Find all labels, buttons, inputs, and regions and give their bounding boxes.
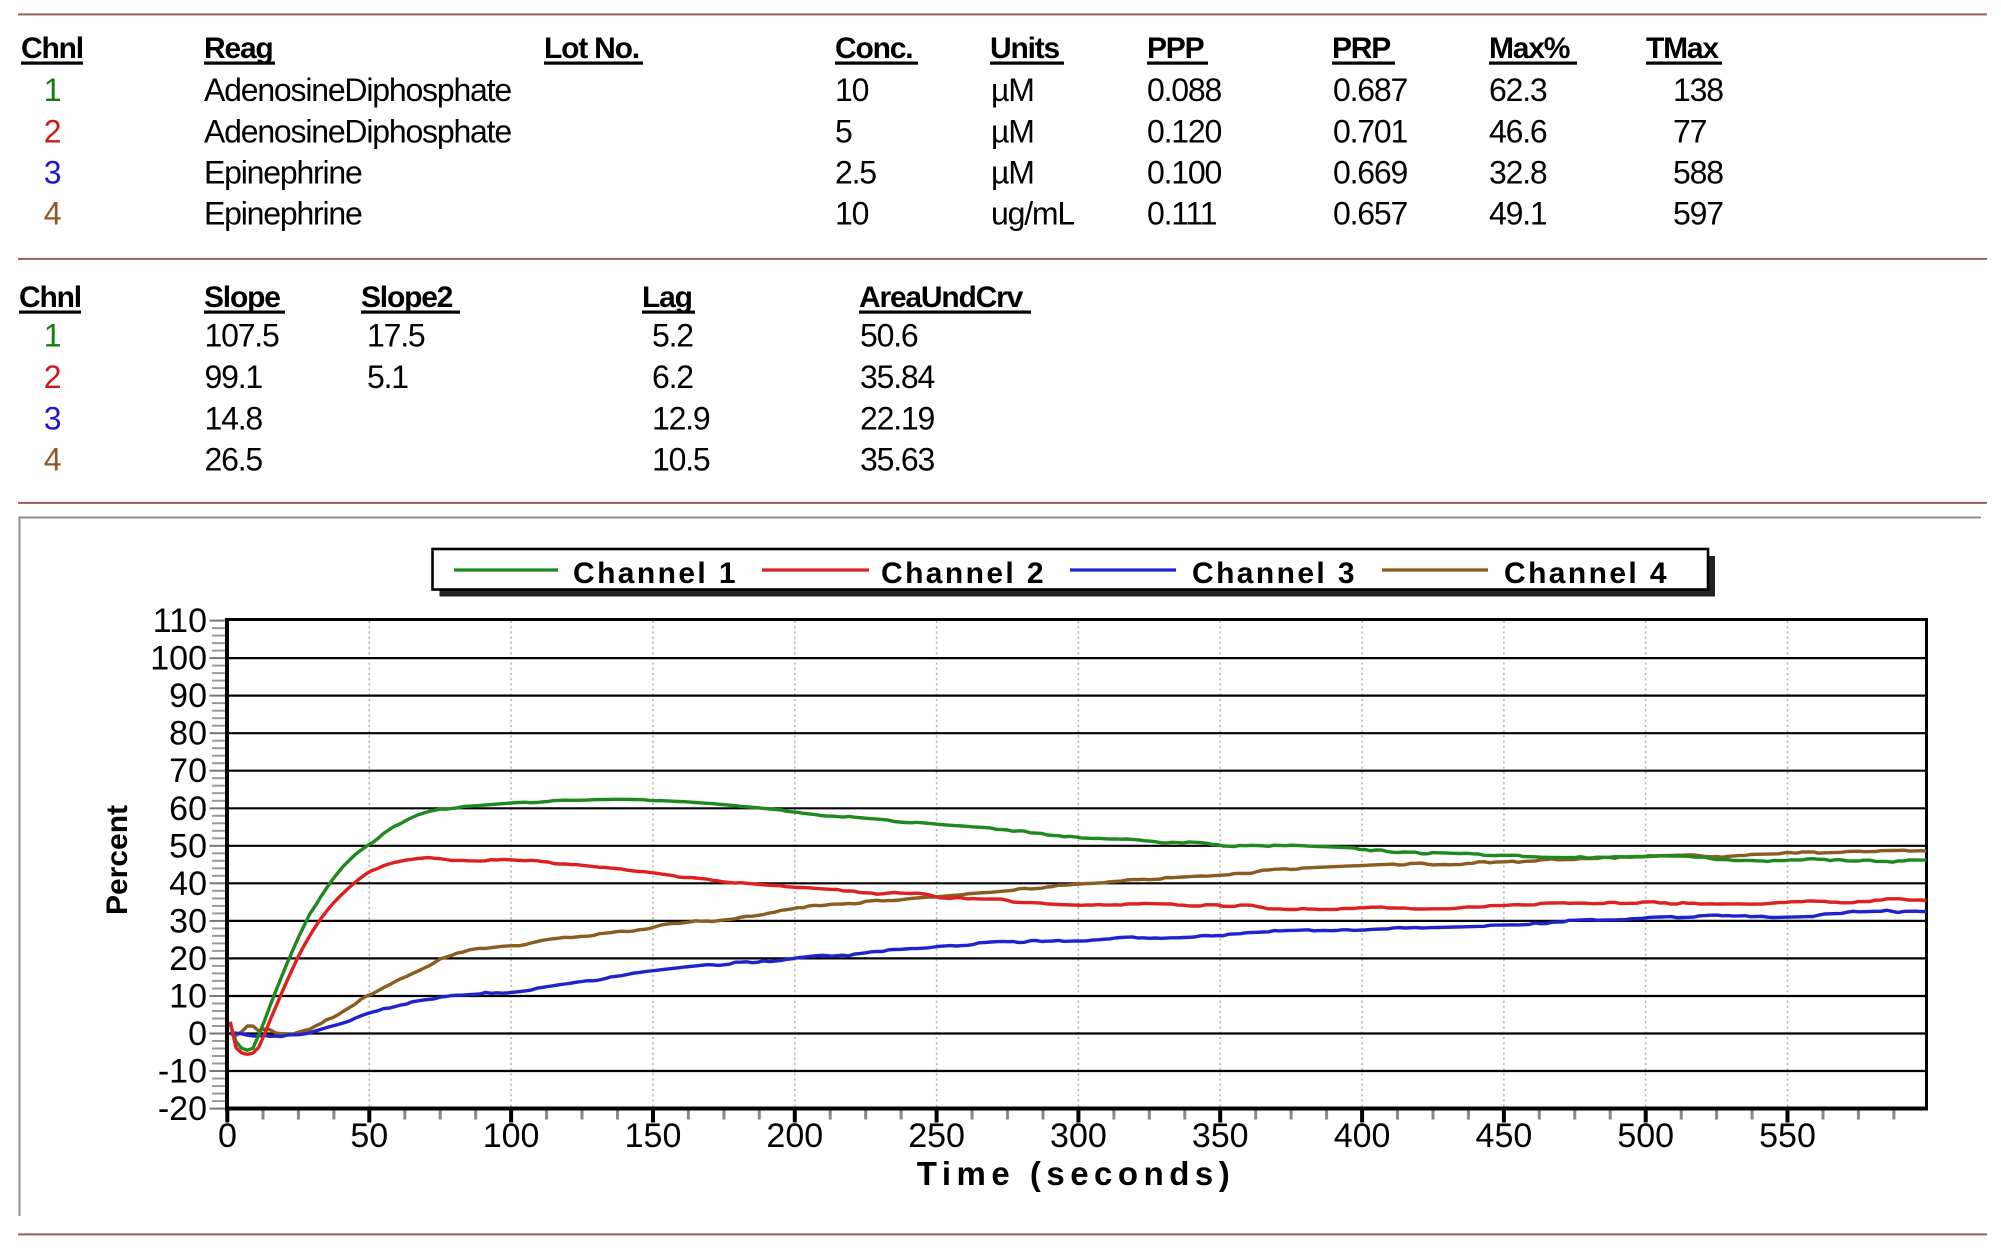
svg-text:5.1: 5.1 — [367, 359, 408, 395]
svg-text:80: 80 — [169, 715, 207, 753]
svg-text:ug/mL: ug/mL — [991, 196, 1074, 232]
svg-text:Lot No.: Lot No. — [544, 32, 639, 65]
svg-text:Chnl: Chnl — [21, 32, 83, 65]
svg-text:77: 77 — [1673, 113, 1707, 149]
svg-text:10: 10 — [169, 978, 207, 1016]
svg-text:0.701: 0.701 — [1333, 113, 1407, 149]
svg-text:2: 2 — [44, 113, 61, 149]
svg-text:5.2: 5.2 — [652, 318, 693, 354]
svg-text:0.657: 0.657 — [1333, 196, 1407, 232]
svg-text:Reag: Reag — [204, 32, 273, 65]
svg-text:3: 3 — [44, 154, 61, 190]
svg-text:250: 250 — [908, 1117, 965, 1155]
svg-text:200: 200 — [766, 1117, 823, 1155]
svg-text:46.6: 46.6 — [1489, 113, 1547, 149]
svg-text:10: 10 — [835, 72, 869, 108]
svg-text:597: 597 — [1673, 196, 1723, 232]
svg-text:Channel 3: Channel 3 — [1192, 557, 1357, 590]
svg-text:500: 500 — [1617, 1117, 1674, 1155]
svg-text:0.088: 0.088 — [1147, 72, 1221, 108]
svg-text:Chnl: Chnl — [19, 281, 81, 314]
svg-text:0.687: 0.687 — [1333, 72, 1407, 108]
svg-text:4: 4 — [44, 442, 61, 478]
svg-text:Percent: Percent — [101, 805, 134, 915]
svg-text:70: 70 — [169, 752, 207, 790]
svg-text:12.9: 12.9 — [652, 400, 710, 436]
svg-text:5: 5 — [835, 113, 852, 149]
svg-text:450: 450 — [1476, 1117, 1533, 1155]
svg-text:110: 110 — [153, 602, 207, 640]
svg-text:-10: -10 — [158, 1053, 207, 1091]
svg-text:40: 40 — [169, 865, 207, 903]
svg-text:6.2: 6.2 — [652, 359, 693, 395]
svg-text:Lag: Lag — [642, 281, 692, 314]
svg-text:20: 20 — [169, 940, 207, 978]
svg-text:Slope2: Slope2 — [361, 281, 453, 314]
svg-text:-20: -20 — [158, 1090, 207, 1128]
svg-text:AdenosineDiphosphate: AdenosineDiphosphate — [204, 113, 511, 149]
svg-text:62.3: 62.3 — [1489, 72, 1547, 108]
svg-text:1: 1 — [44, 318, 61, 354]
svg-text:350: 350 — [1192, 1117, 1249, 1155]
svg-text:µM: µM — [991, 113, 1034, 149]
svg-text:TMax: TMax — [1646, 32, 1719, 65]
svg-text:10: 10 — [835, 196, 869, 232]
svg-text:µM: µM — [991, 72, 1034, 108]
svg-text:Slope: Slope — [204, 281, 280, 314]
svg-text:Epinephrine: Epinephrine — [204, 196, 362, 232]
svg-text:35.84: 35.84 — [860, 359, 934, 395]
svg-text:150: 150 — [625, 1117, 682, 1155]
svg-text:300: 300 — [1050, 1117, 1107, 1155]
svg-text:3: 3 — [44, 400, 61, 436]
svg-text:50: 50 — [169, 827, 207, 865]
svg-text:µM: µM — [991, 154, 1034, 190]
svg-text:Max%: Max% — [1489, 32, 1570, 65]
svg-text:50.6: 50.6 — [860, 318, 918, 354]
svg-text:138: 138 — [1673, 72, 1723, 108]
svg-text:99.1: 99.1 — [205, 359, 263, 395]
svg-text:26.5: 26.5 — [205, 442, 263, 478]
svg-text:Time (seconds): Time (seconds) — [917, 1155, 1235, 1192]
svg-text:17.5: 17.5 — [367, 318, 425, 354]
svg-text:2: 2 — [44, 359, 61, 395]
svg-text:35.63: 35.63 — [860, 442, 934, 478]
svg-text:90: 90 — [169, 677, 207, 715]
svg-text:10.5: 10.5 — [652, 442, 710, 478]
svg-text:Units: Units — [990, 32, 1060, 65]
svg-text:100: 100 — [483, 1117, 540, 1155]
svg-text:400: 400 — [1334, 1117, 1391, 1155]
svg-text:550: 550 — [1759, 1117, 1816, 1155]
svg-text:AreaUndCrv: AreaUndCrv — [859, 281, 1024, 314]
svg-text:PRP: PRP — [1332, 32, 1390, 65]
svg-text:4: 4 — [44, 196, 61, 232]
svg-text:22.19: 22.19 — [860, 400, 934, 436]
svg-text:0.669: 0.669 — [1333, 154, 1407, 190]
svg-text:Conc.: Conc. — [835, 32, 912, 65]
svg-text:588: 588 — [1673, 154, 1723, 190]
svg-text:2.5: 2.5 — [835, 154, 876, 190]
svg-text:60: 60 — [169, 790, 207, 828]
svg-text:0.100: 0.100 — [1147, 154, 1221, 190]
svg-text:PPP: PPP — [1147, 32, 1204, 65]
svg-text:Epinephrine: Epinephrine — [204, 154, 362, 190]
svg-text:30: 30 — [169, 902, 207, 940]
svg-text:Channel 1: Channel 1 — [573, 557, 738, 590]
svg-text:107.5: 107.5 — [205, 318, 279, 354]
svg-text:0.111: 0.111 — [1147, 196, 1217, 232]
svg-text:AdenosineDiphosphate: AdenosineDiphosphate — [204, 72, 511, 108]
svg-text:0: 0 — [188, 1015, 207, 1053]
svg-text:32.8: 32.8 — [1489, 154, 1547, 190]
svg-text:0: 0 — [218, 1117, 237, 1155]
svg-text:50: 50 — [350, 1117, 388, 1155]
svg-text:100: 100 — [150, 640, 207, 678]
svg-text:49.1: 49.1 — [1489, 196, 1547, 232]
svg-text:Channel 2: Channel 2 — [881, 557, 1046, 590]
svg-text:0.120: 0.120 — [1147, 113, 1221, 149]
svg-text:1: 1 — [44, 72, 61, 108]
svg-text:Channel 4: Channel 4 — [1504, 557, 1669, 590]
svg-text:14.8: 14.8 — [205, 400, 263, 436]
